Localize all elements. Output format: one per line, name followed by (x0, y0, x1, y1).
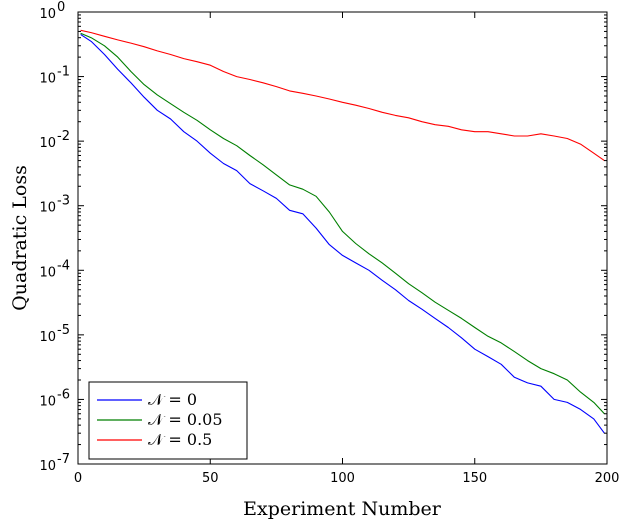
y-tick-label-3: 10 (39, 265, 56, 280)
series-line-2 (80, 29, 605, 162)
x-tick-label-2: 100 (330, 471, 355, 486)
y-tick-exp-0: -7 (57, 452, 70, 467)
legend-label-1: 𝒩 = 0.05 (148, 410, 223, 429)
y-tick-exp-6: -1 (57, 65, 70, 80)
legend-label-0: 𝒩 = 0 (148, 390, 197, 409)
series-line-0 (80, 33, 605, 434)
x-tick-label-0: 0 (74, 471, 82, 486)
x-tick-label-3: 150 (462, 471, 487, 486)
x-tick-label-1: 50 (202, 471, 219, 486)
y-tick-label-4: 10 (39, 201, 56, 216)
y-tick-exp-5: -2 (57, 129, 70, 144)
y-tick-label-2: 10 (39, 330, 56, 345)
y-tick-exp-1: -6 (57, 387, 70, 402)
ticks-layer: 0 50 100 150 20010-710-610-510-410-310-210-1… (39, 0, 619, 486)
y-tick-label-5: 10 (39, 136, 56, 151)
series-line-1 (80, 32, 605, 415)
y-tick-label-0: 10 (39, 459, 56, 474)
y-tick-label-1: 10 (39, 394, 56, 409)
legend: 𝒩 = 0𝒩 = 0.05𝒩 = 0.5 (88, 381, 248, 460)
y-tick-exp-3: -4 (57, 258, 70, 273)
x-tick-label-4: 200 (595, 471, 620, 486)
y-tick-label-7: 10 (39, 7, 56, 22)
y-axis-title: Quadratic Loss (9, 165, 31, 311)
y-tick-exp-2: -5 (57, 323, 70, 338)
y-tick-exp-4: -3 (57, 194, 70, 209)
series-layer (80, 29, 605, 434)
legend-label-2: 𝒩 = 0.5 (148, 430, 212, 449)
x-axis-title: Experiment Number (243, 498, 442, 520)
y-tick-label-6: 10 (39, 72, 56, 87)
y-tick-exp-7: 0 (57, 0, 65, 15)
